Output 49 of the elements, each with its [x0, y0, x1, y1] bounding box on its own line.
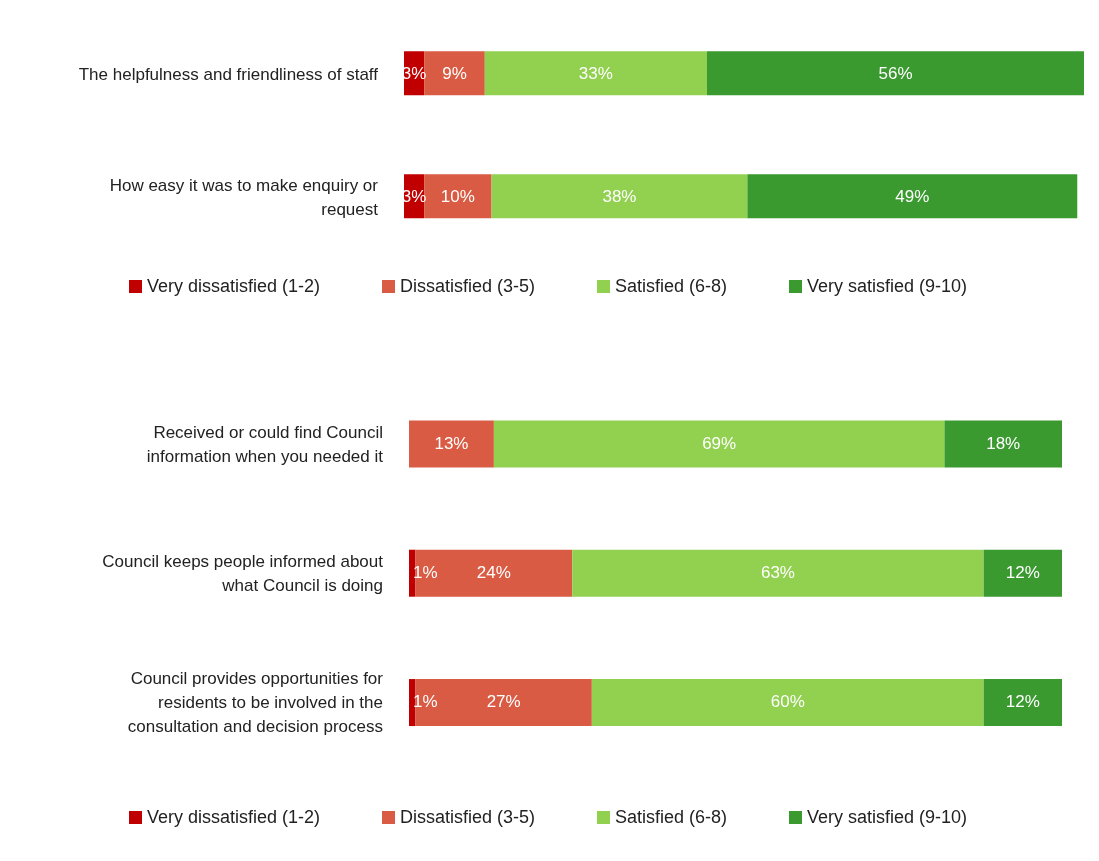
data-label: 69% — [702, 433, 737, 454]
bar — [415, 679, 592, 727]
y-tick-label: Council keeps people informed about what Council is doing — [102, 551, 384, 595]
data-label: 1% — [413, 692, 438, 713]
data-label: 12% — [1005, 563, 1040, 583]
legend-label: Very dissatisfied (1-2) — [146, 807, 320, 828]
bar — [591, 679, 984, 727]
y-tick-label: The helpfulness and friendliness of staff — [78, 64, 379, 83]
data-label: 63% — [760, 563, 795, 583]
data-label: 49% — [895, 186, 930, 207]
bar — [944, 420, 1062, 468]
legend-label: Very dissatisfied (1-2) — [146, 276, 320, 297]
data-label: 9% — [442, 63, 467, 84]
bar — [983, 679, 1062, 727]
legend-label: Very satisfied (9-10) — [807, 276, 968, 297]
data-label: 60% — [770, 692, 805, 713]
data-label: 1% — [413, 563, 438, 583]
data-label: 3% — [401, 186, 427, 207]
bar — [747, 174, 1078, 219]
bar — [491, 174, 748, 219]
y-tick-label: Received or could find Council information when you needed it — [146, 422, 384, 466]
legend-label: Dissatisfied (3-5) — [399, 276, 535, 297]
bar — [409, 679, 416, 727]
legend-label: Very satisfied (9-10) — [807, 807, 968, 828]
bar — [493, 420, 945, 468]
bar — [983, 549, 1062, 597]
bar — [409, 549, 416, 597]
data-label: 56% — [878, 63, 913, 84]
data-label: 27% — [486, 692, 521, 713]
data-label: 12% — [1005, 692, 1040, 713]
bar — [484, 51, 707, 96]
bar — [706, 51, 1084, 96]
data-label: 38% — [602, 186, 637, 207]
data-label: 18% — [986, 433, 1021, 454]
legend-label: Dissatisfied (3-5) — [399, 807, 535, 828]
bar — [415, 549, 573, 597]
data-label: 13% — [434, 433, 469, 454]
data-label: 24% — [476, 563, 511, 583]
legend-label: Satisfied (6-8) — [615, 807, 728, 828]
bar — [409, 420, 494, 468]
y-tick-label: How easy it was to make enquiry or request — [109, 175, 379, 218]
bar — [424, 51, 485, 96]
data-label: 10% — [440, 186, 475, 207]
legend-label: Satisfied (6-8) — [615, 276, 728, 297]
bar — [424, 174, 492, 219]
y-tick-label: Council provides opportunities for residents to be involved in the consultation and decision process — [127, 668, 384, 736]
data-label: 3% — [401, 63, 427, 84]
bar — [572, 549, 984, 597]
data-label: 33% — [578, 63, 613, 84]
